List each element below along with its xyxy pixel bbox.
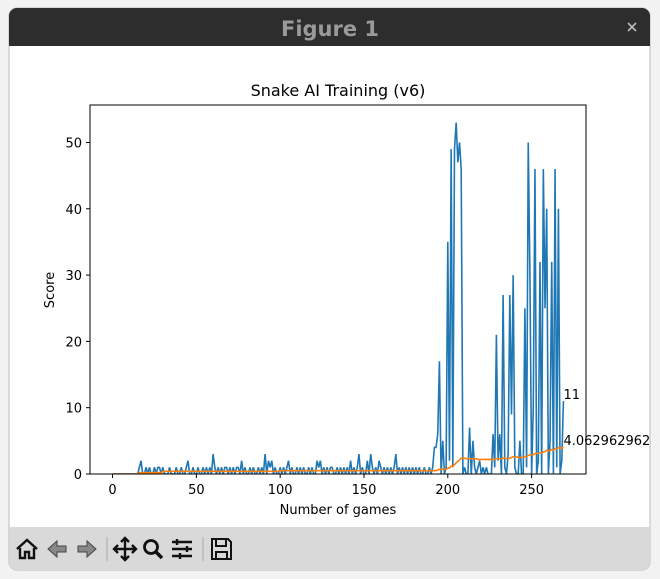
y-tick-label: 10: [65, 402, 82, 417]
save-button[interactable]: [211, 538, 232, 560]
x-tick-label: 100: [268, 483, 293, 498]
forward-button[interactable]: [77, 539, 97, 559]
annotation: 4.062962962: [563, 434, 650, 449]
close-button[interactable]: [627, 22, 637, 32]
plot-area: 0 10 20 30 40 50 0 50 100 150 200 250 11 4.062962962: [65, 104, 650, 498]
title-bar: [9, 8, 650, 46]
annotation: 11: [563, 388, 580, 403]
chart-title: Snake AI Training (v6): [251, 81, 426, 100]
y-axis-label: Score: [43, 272, 58, 308]
y-tick-label: 20: [65, 335, 82, 350]
back-button[interactable]: [47, 539, 67, 559]
zoom-button[interactable]: [143, 539, 164, 560]
x-axis-label: Number of games: [280, 503, 397, 518]
x-tick-label: 200: [435, 483, 460, 498]
y-tick-label: 0: [74, 468, 82, 483]
configure-button[interactable]: [172, 539, 192, 559]
series-line: [112, 446, 564, 474]
axes-frame: [89, 104, 587, 475]
window-title: Figure 1: [281, 17, 379, 41]
x-tick-label: 250: [519, 483, 544, 498]
x-tick-label: 50: [188, 483, 205, 498]
toolbar: [9, 527, 650, 570]
y-tick-label: 50: [65, 136, 82, 151]
x-tick-label: 0: [108, 483, 116, 498]
y-tick-label: 40: [65, 203, 82, 218]
toolbar-icons: [16, 536, 232, 562]
pan-button[interactable]: [112, 536, 138, 562]
x-tick-label: 150: [352, 483, 377, 498]
y-tick-label: 30: [65, 269, 82, 284]
home-button[interactable]: [16, 538, 38, 560]
